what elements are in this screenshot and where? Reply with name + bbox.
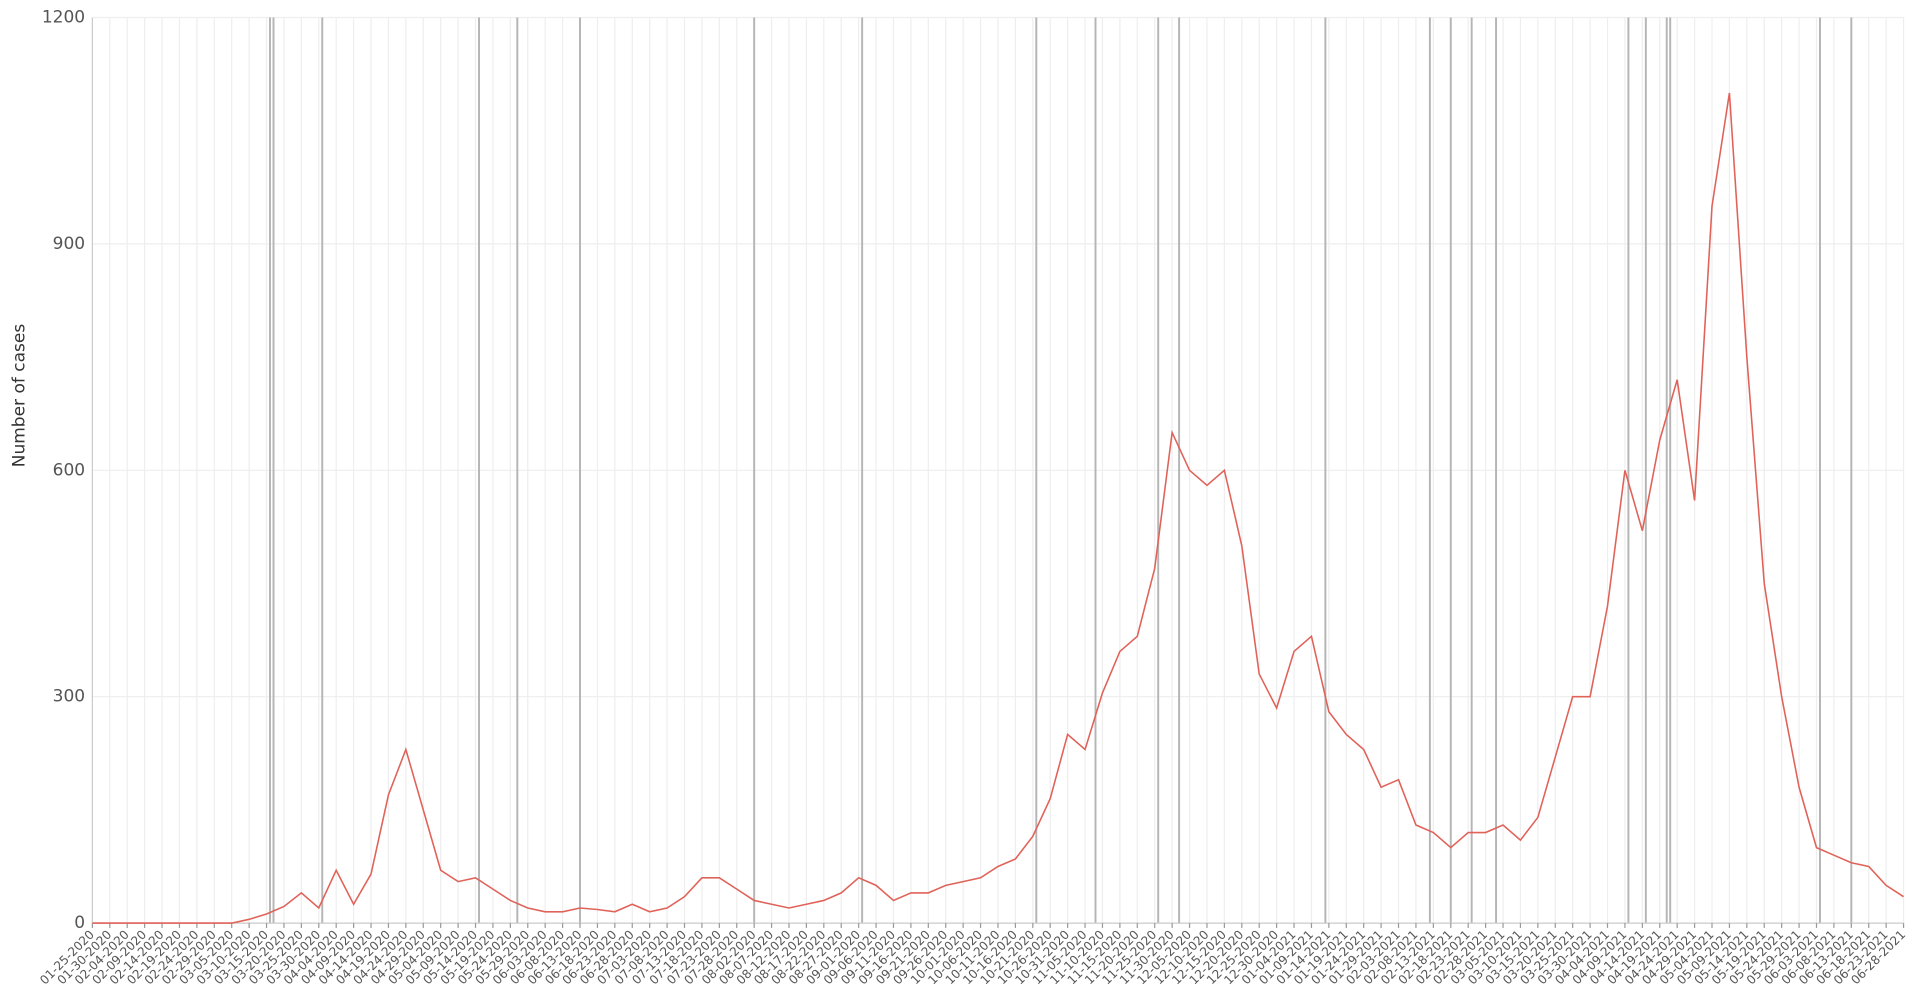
y-tick-label: 0 <box>74 913 85 933</box>
y-tick-label: 300 <box>53 687 85 707</box>
y-tick-label: 900 <box>53 234 85 254</box>
y-tick-label: 1200 <box>42 8 85 28</box>
y-tick-label: 600 <box>53 460 85 480</box>
line <box>92 92 1904 924</box>
y-axis-label: Number of cases <box>9 324 29 468</box>
